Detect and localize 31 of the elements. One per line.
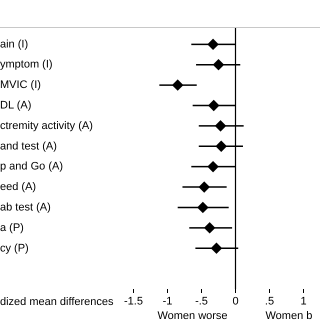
point xyxy=(204,222,216,234)
x-tick-label: 0 xyxy=(232,296,239,308)
point xyxy=(213,59,224,70)
y-tick-label: MVIC (I) xyxy=(0,79,41,92)
point xyxy=(210,242,222,254)
point xyxy=(216,140,227,152)
point xyxy=(215,120,226,132)
x-axis-title: dized mean differences xyxy=(0,296,114,308)
y-tick-label: p and Go (A) xyxy=(0,160,63,173)
point xyxy=(208,100,220,111)
point xyxy=(208,38,219,50)
x-tick-label: 1 xyxy=(300,296,307,308)
y-tick-label: ain (I) xyxy=(0,38,28,50)
y-tick-label: eed (A) xyxy=(0,181,36,194)
y-tick-label: ymptom (I) xyxy=(0,58,53,71)
point xyxy=(198,182,210,193)
y-tick-label: and test (A) xyxy=(0,140,57,152)
x-tick-label: .5 xyxy=(264,296,274,308)
point xyxy=(172,80,184,91)
y-tick-label: ab test (A) xyxy=(0,201,51,214)
point xyxy=(197,202,208,213)
point xyxy=(208,161,219,172)
x-tick-label: -.5 xyxy=(195,296,208,308)
y-tick-label: a (P) xyxy=(0,222,24,234)
text: Women b xyxy=(266,310,312,320)
y-tick-label: DL (A) xyxy=(0,100,32,112)
y-tick-label: ctremity activity (A) xyxy=(0,120,93,132)
y-tick-label: cy (P) xyxy=(0,242,29,254)
x-tick-label: -1 xyxy=(162,296,172,308)
text: Women worse xyxy=(157,310,228,320)
x-tick-label: -1.5 xyxy=(124,296,143,308)
